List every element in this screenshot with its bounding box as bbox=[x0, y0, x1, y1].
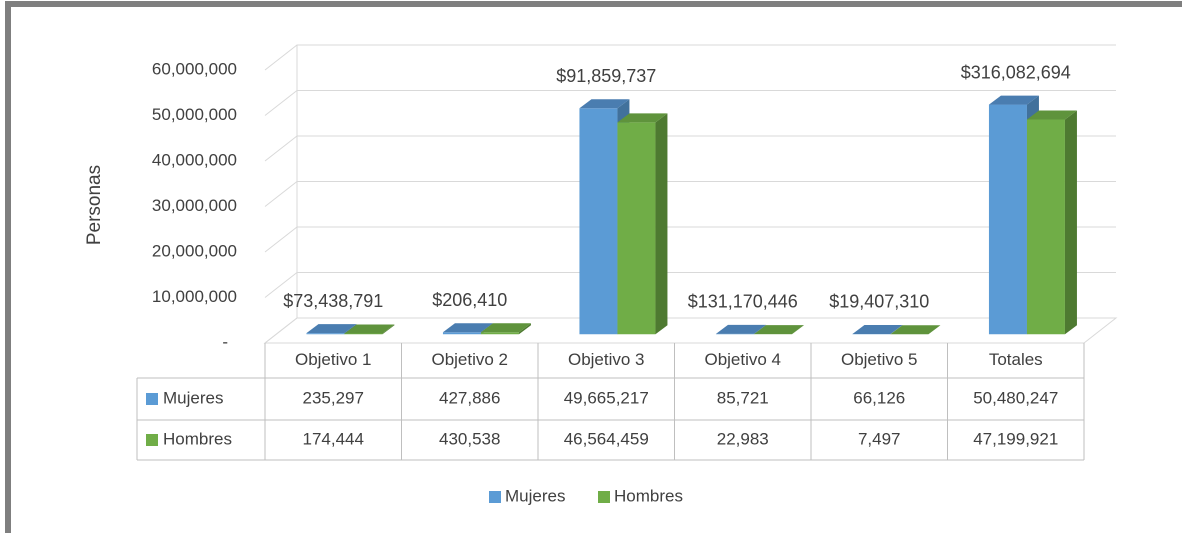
bar bbox=[579, 99, 630, 335]
annotation: $91,859,737 bbox=[556, 66, 656, 86]
table-cell: 235,297 bbox=[303, 388, 364, 407]
bar-side bbox=[382, 324, 395, 335]
grid-line bbox=[264, 181, 1116, 207]
bar bbox=[617, 113, 668, 335]
frame bbox=[5, 1, 1182, 533]
table-cell: 66,126 bbox=[853, 388, 905, 407]
table-cell: 174,444 bbox=[303, 429, 364, 448]
table-cell: 7,497 bbox=[858, 429, 901, 448]
bar-top bbox=[306, 324, 357, 334]
series-name: Hombres bbox=[163, 429, 232, 448]
bar-front bbox=[344, 333, 383, 335]
bar bbox=[344, 324, 395, 335]
series-name: Mujeres bbox=[163, 388, 223, 407]
y-tick-label: 40,000,000 bbox=[152, 150, 237, 169]
bar-top bbox=[442, 323, 493, 333]
legend-swatch bbox=[598, 491, 610, 503]
table-cell: 85,721 bbox=[717, 388, 769, 407]
legend-key bbox=[146, 434, 158, 446]
x-tick-label: Objetivo 1 bbox=[295, 350, 372, 369]
y-tick-label: 10,000,000 bbox=[152, 287, 237, 306]
bar-top bbox=[617, 113, 668, 123]
table-cell: 50,480,247 bbox=[973, 388, 1058, 407]
bar-side bbox=[1064, 110, 1077, 335]
bar-side bbox=[655, 113, 668, 335]
bar-front bbox=[988, 104, 1027, 335]
bar-side bbox=[890, 324, 903, 335]
x-tick-label: Totales bbox=[989, 350, 1043, 369]
y-tick-label: 50,000,000 bbox=[152, 105, 237, 124]
grid-line bbox=[264, 135, 1116, 162]
bar-top bbox=[579, 99, 630, 109]
bar bbox=[1026, 110, 1077, 335]
y-tick-label: - bbox=[222, 332, 228, 351]
bar-top bbox=[988, 95, 1039, 105]
y-tick-label: 60,000,000 bbox=[152, 59, 237, 78]
x-tick-label: Objetivo 3 bbox=[568, 350, 645, 369]
y-axis-label: Personas bbox=[84, 165, 105, 245]
bar-side bbox=[928, 325, 941, 335]
floor bbox=[263, 317, 1118, 344]
table-cell: 430,538 bbox=[439, 429, 500, 448]
grid-line bbox=[264, 44, 1116, 71]
bar-top bbox=[1026, 110, 1077, 120]
legend-label: Mujeres bbox=[505, 486, 565, 505]
bar-top bbox=[753, 325, 804, 335]
grid-line bbox=[264, 272, 1116, 298]
annotation: $73,438,791 bbox=[283, 291, 383, 311]
grid-line bbox=[264, 90, 1116, 116]
table-cell: 49,665,217 bbox=[564, 388, 649, 407]
annotation: $206,410 bbox=[432, 290, 507, 310]
bar bbox=[480, 323, 531, 335]
annotation: $316,082,694 bbox=[961, 62, 1071, 82]
annotation: $19,407,310 bbox=[829, 292, 929, 312]
bar-top bbox=[890, 325, 941, 335]
bar-front bbox=[1026, 119, 1065, 335]
x-tick-label: Objetivo 5 bbox=[841, 350, 918, 369]
grid-line bbox=[264, 226, 1116, 253]
bar-front bbox=[480, 332, 519, 335]
bar bbox=[753, 325, 804, 335]
y-tick-label: 30,000,000 bbox=[152, 196, 237, 215]
table-cell: 46,564,459 bbox=[564, 429, 649, 448]
bar-top bbox=[715, 324, 766, 334]
bar-front bbox=[306, 333, 345, 335]
bar-front bbox=[617, 122, 656, 335]
bar-side bbox=[518, 323, 531, 335]
annotation: $131,170,446 bbox=[688, 292, 798, 312]
x-tick-label: Objetivo 4 bbox=[704, 350, 781, 369]
table-cell: 427,886 bbox=[439, 388, 500, 407]
bar-top bbox=[344, 324, 395, 334]
bar-front bbox=[579, 108, 618, 335]
bar bbox=[890, 325, 941, 335]
x-tick-label: Objetivo 2 bbox=[431, 350, 508, 369]
legend-label: Hombres bbox=[614, 486, 683, 505]
table-cell: 22,983 bbox=[717, 429, 769, 448]
y-tick-label: 20,000,000 bbox=[152, 241, 237, 260]
bar-top bbox=[852, 324, 903, 334]
bar-front bbox=[442, 332, 481, 335]
grid-line bbox=[264, 317, 1116, 344]
table-cell: 47,199,921 bbox=[973, 429, 1058, 448]
bar-top bbox=[480, 323, 531, 333]
legend-swatch bbox=[489, 491, 501, 503]
legend-key bbox=[146, 393, 158, 405]
bar bbox=[852, 324, 903, 335]
bar-side bbox=[791, 325, 804, 335]
